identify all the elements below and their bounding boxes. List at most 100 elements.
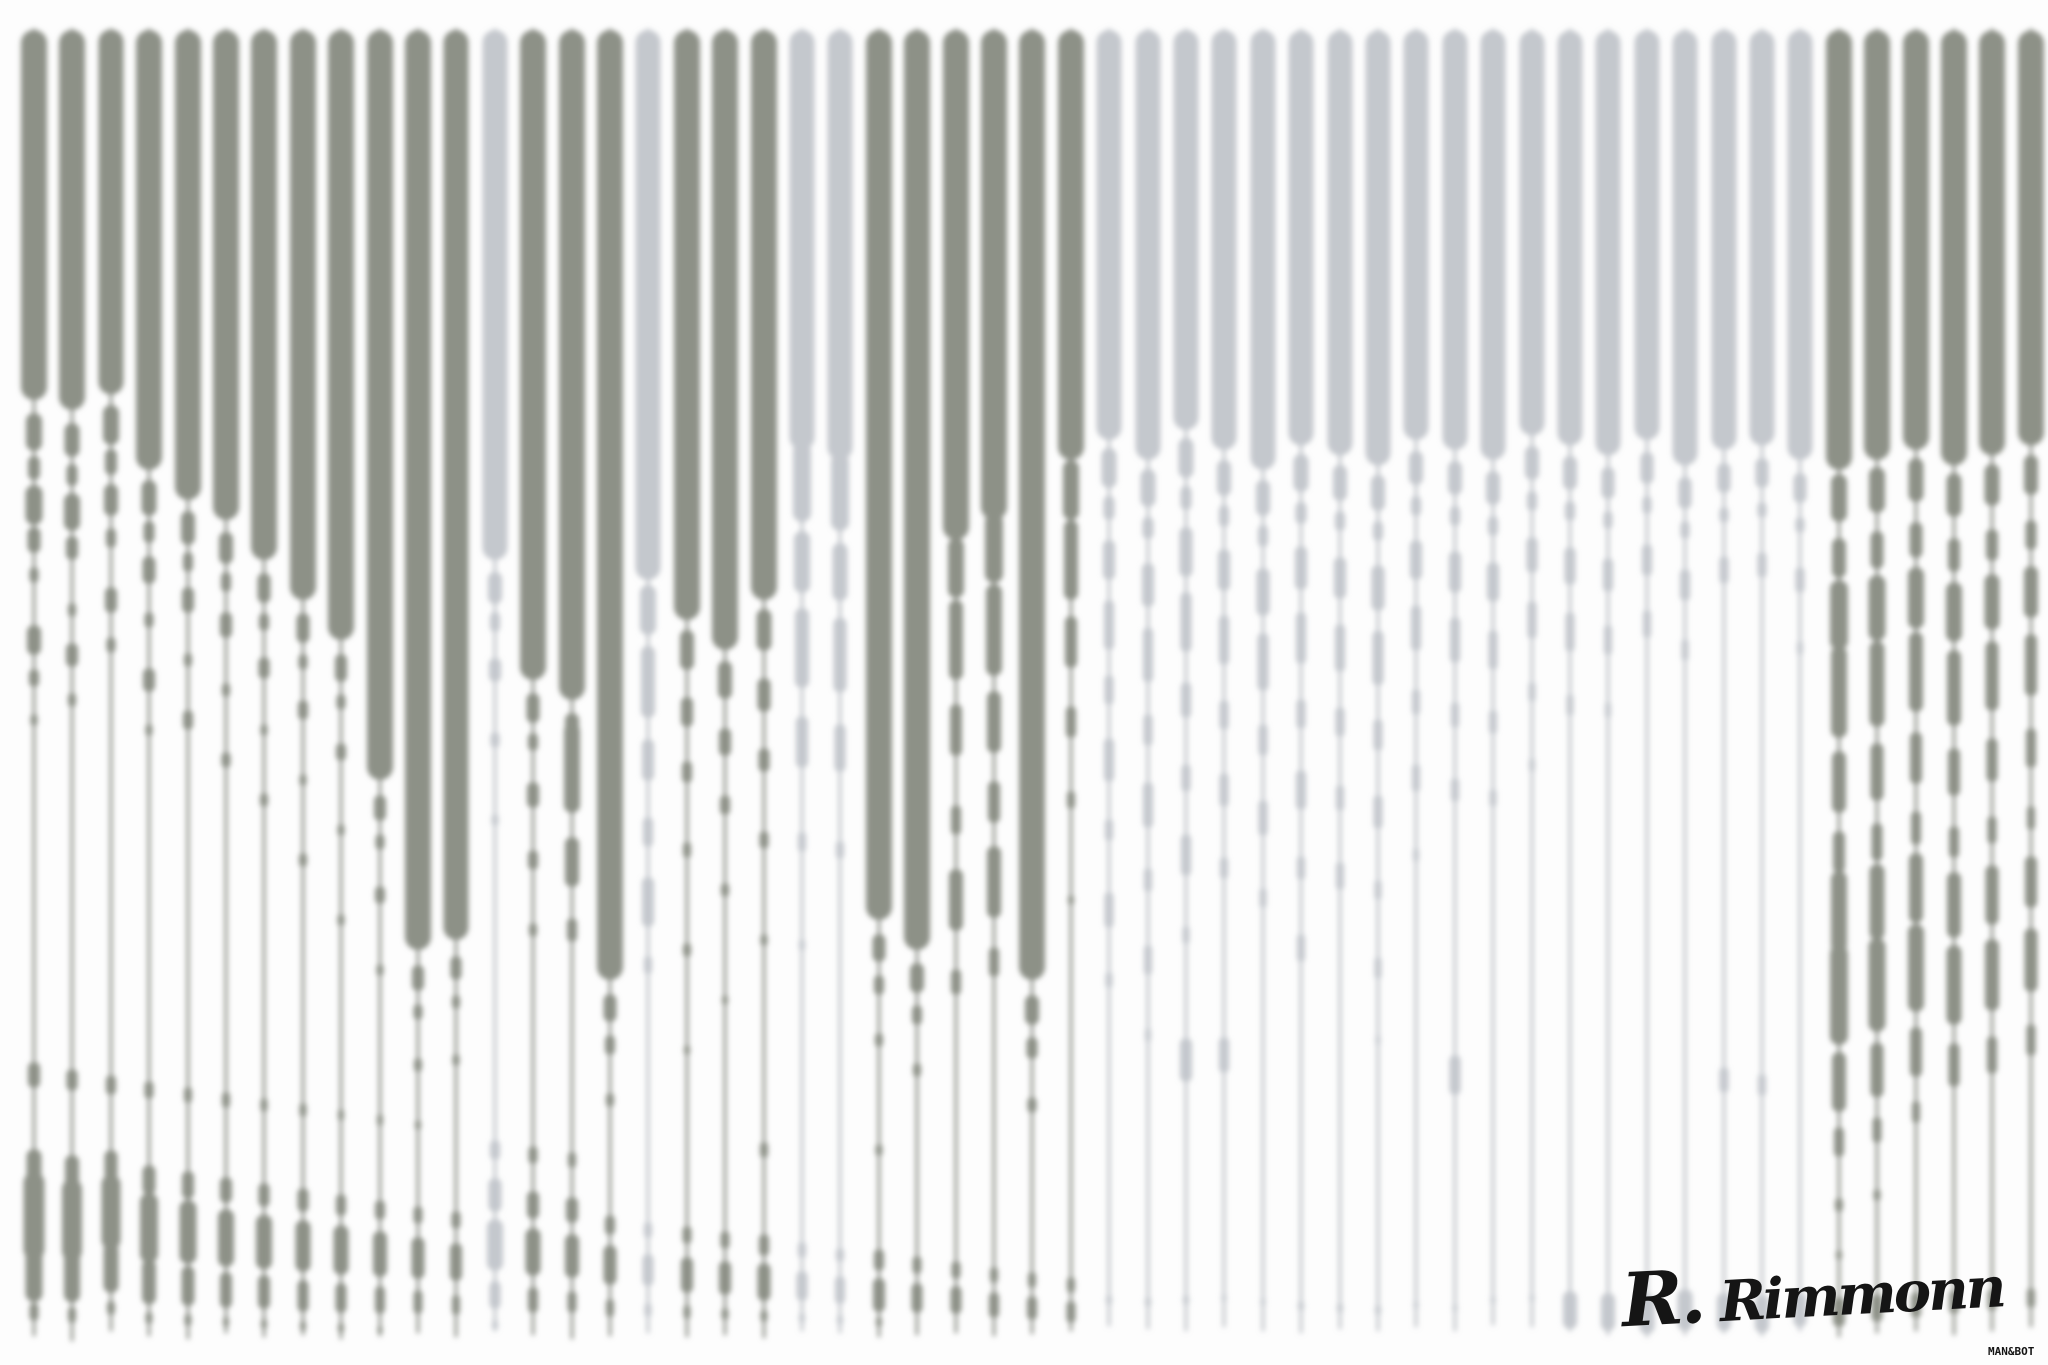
strand-bead: [720, 795, 730, 815]
bead-strand: [981, 28, 1007, 1337]
strand-bead: [759, 831, 769, 849]
strand-bead: [1749, 30, 1775, 446]
bead-strand: [1327, 28, 1353, 1330]
bead-strand: [559, 28, 585, 1340]
bead-strand: [1480, 28, 1506, 1326]
strand-bead: [136, 30, 162, 470]
strand-bead: [2025, 634, 2037, 696]
strand-bead: [1680, 569, 1690, 601]
strand-bead: [722, 995, 728, 1005]
strand-bead: [1250, 30, 1276, 470]
strand-bead: [367, 30, 393, 780]
strand-bead: [1793, 1293, 1807, 1327]
strand-bead: [1327, 30, 1353, 456]
strand-bead: [949, 600, 963, 680]
strand-bead: [144, 612, 154, 628]
strand-bead: [101, 1174, 121, 1250]
strand-bead: [605, 1215, 615, 1235]
strand-bead: [1986, 738, 1998, 782]
strand-bead: [1143, 627, 1153, 683]
strand-bead: [1987, 1036, 1997, 1074]
strand-bead: [2024, 928, 2038, 992]
strand-bead: [1832, 751, 1846, 813]
strand-bead: [1135, 30, 1161, 460]
strand-bead: [1449, 551, 1461, 593]
strand-bead: [565, 837, 579, 887]
strand-bead: [793, 442, 811, 522]
strand-bead: [295, 1220, 311, 1272]
strand-bead: [1490, 1296, 1496, 1304]
strand-bead: [375, 886, 385, 904]
strand-bead: [1144, 945, 1152, 975]
strand-bead: [25, 1242, 43, 1302]
strand-bead: [141, 480, 157, 516]
strand-bead: [798, 1242, 806, 1258]
strand-bead: [221, 752, 231, 768]
strand-bead: [603, 994, 617, 1022]
watermark: MAN&BOT: [1988, 1345, 2035, 1358]
strand-bead: [220, 1177, 232, 1203]
strand-bead: [1181, 682, 1191, 718]
bead-strand: [674, 28, 700, 1338]
strand-bead: [29, 669, 39, 687]
strand-bead: [98, 29, 124, 395]
bead-strand: [789, 28, 815, 1332]
strand-bead: [179, 1200, 197, 1264]
strand-bead: [452, 1295, 460, 1315]
strand-bead: [951, 1261, 961, 1279]
strand-bead: [260, 793, 268, 807]
strand-bead: [106, 528, 116, 548]
strand-bead: [1908, 458, 1924, 502]
strand-bead: [105, 449, 117, 475]
strand-bead: [1256, 568, 1270, 616]
strand-bead: [1063, 460, 1079, 520]
strand-bead: [105, 587, 117, 613]
strand-bead: [1065, 616, 1077, 668]
strand-bead: [1563, 456, 1577, 490]
strand-bead: [1910, 732, 1922, 784]
strand-bead: [1413, 848, 1419, 862]
strand-bead: [300, 1321, 306, 1331]
strand-bead: [605, 1035, 615, 1055]
bead-strand: [1941, 28, 1967, 1336]
strand-bead: [145, 1312, 153, 1324]
strand-bead: [258, 1275, 270, 1309]
strand-bead: [874, 975, 884, 995]
strand-bead: [1758, 1074, 1766, 1096]
bead-strand: [175, 28, 201, 1340]
strand-bead: [1526, 537, 1538, 573]
strand-bead: [644, 1303, 652, 1317]
strand-bead: [336, 694, 346, 710]
strand-bead: [27, 625, 41, 655]
strand-bead: [28, 1062, 40, 1088]
bead-strand: [1826, 28, 1852, 1338]
strand-bead: [719, 728, 731, 756]
strand-bead: [1452, 1304, 1458, 1312]
bead-strand: [482, 28, 508, 1332]
strand-bead: [642, 1254, 654, 1286]
strand-bead: [836, 841, 844, 859]
strand-bead: [1182, 926, 1190, 944]
strand-bead: [1717, 463, 1731, 493]
strand-bead: [644, 1222, 652, 1238]
strand-bead: [1104, 600, 1114, 650]
strand-bead: [260, 1098, 268, 1112]
strand-bead: [1413, 1301, 1419, 1309]
strand-bead: [443, 30, 469, 940]
strand-bead: [2024, 455, 2038, 495]
strand-bead: [490, 1140, 500, 1160]
strand-bead: [1067, 791, 1075, 809]
strand-bead: [1947, 650, 1961, 726]
bead-strand: [1979, 28, 2005, 1332]
strand-bead: [1487, 562, 1499, 602]
bead-strand: [98, 28, 124, 1332]
strand-bead: [827, 30, 853, 460]
strand-bead: [1642, 496, 1652, 514]
bead-strand: [405, 28, 431, 1334]
strand-bead: [413, 1206, 423, 1224]
bead-strand: [1019, 28, 1045, 1335]
strand-bead: [103, 1243, 119, 1293]
bead-strand: [1864, 28, 1890, 1334]
strand-bead: [1909, 522, 1923, 558]
